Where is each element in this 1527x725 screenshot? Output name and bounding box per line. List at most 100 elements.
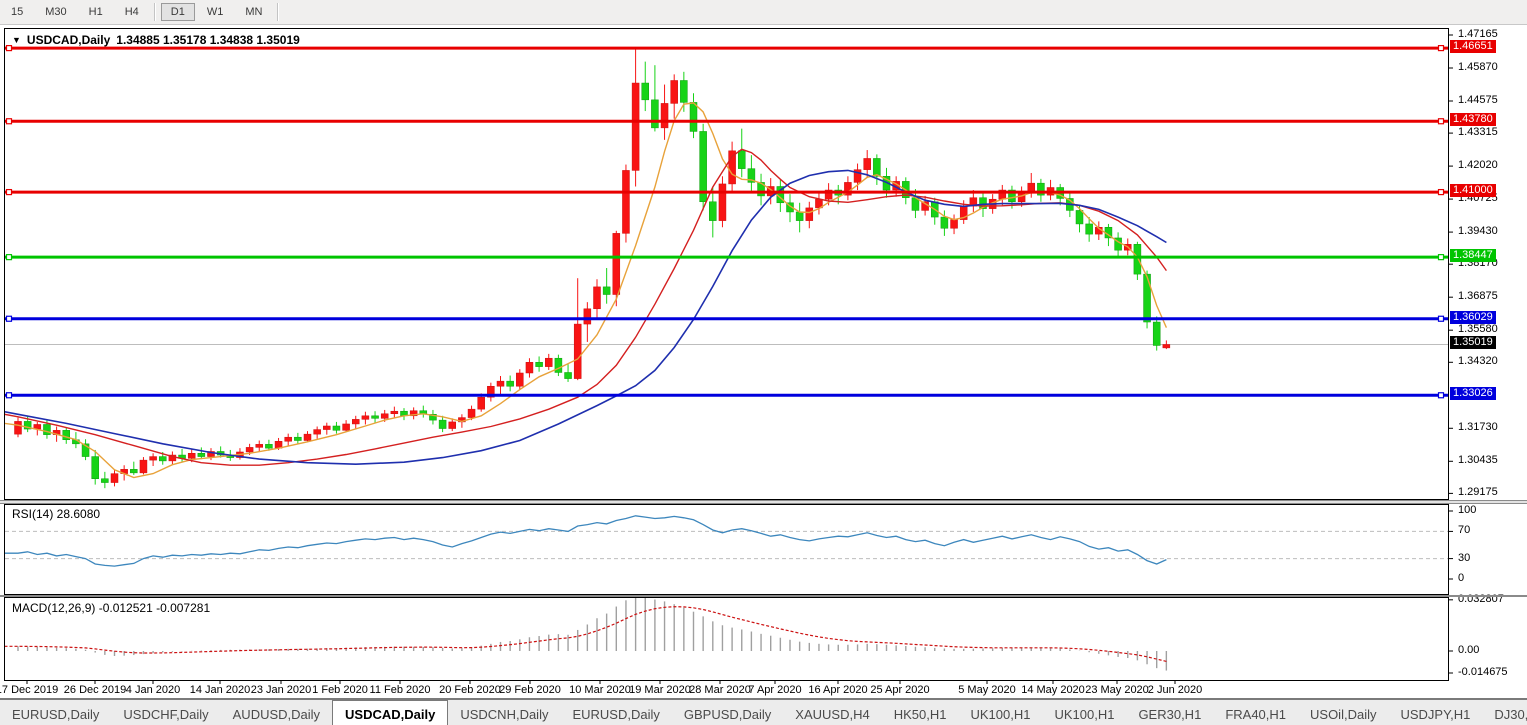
date-label: 20 Feb 2020 <box>439 684 501 696</box>
price-tick-label: 1.42020 <box>1458 159 1498 172</box>
price-tick-label: 1.30435 <box>1458 454 1498 467</box>
date-label: 23 May 2020 <box>1085 684 1149 696</box>
symbol-tabbar: EURUSD,Daily USDCHF,Daily AUDUSD,Daily USDC… <box>0 699 1527 725</box>
chart-symbol-label: USDCAD,Daily <box>26 33 111 47</box>
chart-ohlc-values: 1.34885 1.35178 1.34838 1.35019 <box>116 33 300 47</box>
hline-1.43780[interactable] <box>5 118 1448 125</box>
rsi-tick-label: 70 <box>1458 524 1471 537</box>
tab-usdchf-daily[interactable]: USDCHF,Daily <box>123 706 209 722</box>
timeframe-button-d1[interactable]: D1 <box>160 3 195 21</box>
price-tick-label: 1.29175 <box>1458 486 1498 499</box>
hline-handle[interactable] <box>5 118 13 125</box>
pane-splitter[interactable] <box>0 499 1527 504</box>
price-tick-label: 1.31730 <box>1458 421 1498 434</box>
hline-handle[interactable] <box>1437 118 1445 125</box>
hline-price-badge: 1.36029 <box>1450 310 1496 324</box>
hline-price-badge: 1.33026 <box>1450 387 1496 401</box>
price-tick-label: 1.34320 <box>1458 355 1498 368</box>
date-label: 10 Mar 2020 <box>569 684 631 696</box>
timeframe-toolbar: 15 M30 H1 H4 D1 W1 MN <box>0 0 1527 25</box>
date-label: 17 Dec 2019 <box>0 684 59 696</box>
hline-1.46651[interactable] <box>5 44 1448 52</box>
pane-splitter[interactable] <box>0 594 1527 597</box>
tab-eurusd-daily[interactable]: EURUSD,Daily <box>12 706 100 722</box>
tab-dj30-h1[interactable]: DJ30,H1 <box>1494 706 1527 722</box>
macd-histogram <box>17 598 1168 671</box>
rsi-tick-label: 30 <box>1458 551 1471 564</box>
tab-fra40-h1[interactable]: FRA40,H1 <box>1225 706 1287 722</box>
hline-handle[interactable] <box>1437 44 1445 52</box>
hline-price-badge: 1.41000 <box>1450 184 1496 198</box>
timeframe-button-m30[interactable]: M30 <box>45 6 67 18</box>
timeframe-button-mn[interactable]: MN <box>245 6 263 18</box>
chart-dropdown-icon[interactable]: ▼ <box>12 35 21 45</box>
rsi-label: RSI(14) 28.6080 <box>12 507 101 521</box>
hline-handle[interactable] <box>1437 254 1445 261</box>
hline-handle[interactable] <box>1437 392 1445 399</box>
toolbar-separator <box>153 3 156 21</box>
chart-title: ▼ USDCAD,Daily 1.34885 1.35178 1.34838 1… <box>12 33 300 47</box>
tab-ger30-h1[interactable]: GER30,H1 <box>1138 706 1202 722</box>
date-label: 16 Apr 2020 <box>808 684 868 696</box>
hline-1.36029[interactable] <box>5 315 1448 322</box>
timeframe-button-w1[interactable]: W1 <box>206 6 224 18</box>
date-label: 4 Jan 2020 <box>125 684 181 696</box>
rsi-tick-label: 100 <box>1458 504 1477 516</box>
candles-layer <box>14 47 1171 489</box>
hline-handle[interactable] <box>1437 188 1445 196</box>
chart-plot-area[interactable] <box>0 25 1527 724</box>
ma-fast-line <box>5 102 1168 479</box>
date-label: 11 Feb 2020 <box>369 684 431 696</box>
macd-tick-label: 0.00 <box>1458 644 1480 656</box>
tab-eurusd-daily[interactable]: EURUSD,Daily <box>572 706 660 722</box>
hline-handle[interactable] <box>5 188 13 196</box>
main-chart-pane[interactable] <box>5 44 1449 489</box>
date-label: 23 Jan 2020 <box>250 684 312 696</box>
ma-slow-line <box>5 169 1167 466</box>
hline-1.41000[interactable] <box>5 188 1448 196</box>
tab-gbpusd-daily[interactable]: GBPUSD,Daily <box>683 706 772 722</box>
chart-window[interactable]: ▼ USDCAD,Daily 1.34885 1.35178 1.34838 1… <box>0 25 1527 699</box>
timeframe-button-h1[interactable]: H1 <box>88 6 103 18</box>
hline-handle[interactable] <box>5 315 13 322</box>
macd-pane-frame <box>4 597 1449 681</box>
date-label: 26 Dec 2019 <box>63 684 127 696</box>
price-tick-label: 1.36875 <box>1458 290 1498 303</box>
rsi-tick-label: 0 <box>1458 572 1465 584</box>
date-label: 25 Apr 2020 <box>870 684 930 696</box>
hline-handle[interactable] <box>5 44 13 52</box>
hline-price-badge: 1.43780 <box>1450 113 1496 127</box>
tab-hk50-h1[interactable]: HK50,H1 <box>893 706 947 722</box>
timeframe-button-h4[interactable]: H4 <box>124 6 139 18</box>
toolbar-separator <box>277 3 280 21</box>
hline-price-badge: 1.46651 <box>1450 40 1496 54</box>
ma-mid-line <box>5 148 1167 466</box>
tab-uk100-h1[interactable]: UK100,H1 <box>970 706 1031 722</box>
price-tick-label: 1.45870 <box>1458 60 1498 73</box>
rsi-pane-frame <box>4 504 1449 595</box>
tab-uk100-h1[interactable]: UK100,H1 <box>1054 706 1115 722</box>
tab-usdcnh-daily[interactable]: USDCNH,Daily <box>460 706 549 722</box>
price-tick-label: 1.35580 <box>1458 323 1498 336</box>
main-pane-frame <box>4 28 1449 500</box>
rsi-pane[interactable] <box>5 515 1449 567</box>
tab-usdcad-daily[interactable]: USDCAD,Daily <box>332 700 449 725</box>
tab-audusd-daily[interactable]: AUDUSD,Daily <box>232 706 321 722</box>
tab-usdjpy-h1[interactable]: USDJPY,H1 <box>1400 706 1471 722</box>
tab-usoil-daily[interactable]: USOil,Daily <box>1310 706 1377 722</box>
macd-tick-label: -0.014675 <box>1458 666 1508 678</box>
price-tick-label: 1.39430 <box>1458 225 1498 238</box>
date-label: 28 Mar 2020 <box>689 684 751 696</box>
current-price-badge: 1.35019 <box>1450 336 1496 350</box>
hline-handle[interactable] <box>1437 315 1445 322</box>
hline-handle[interactable] <box>5 254 13 261</box>
tab-xauusd-h4[interactable]: XAUUSD,H4 <box>795 706 870 722</box>
macd-label: MACD(12,26,9) -0.012521 -0.007281 <box>12 601 211 615</box>
hline-handle[interactable] <box>5 392 13 399</box>
timeframe-button-15[interactable]: 15 <box>11 6 24 18</box>
macd-pane[interactable] <box>5 597 1168 671</box>
date-label: 19 Mar 2020 <box>629 684 691 696</box>
hline-1.38447[interactable] <box>5 254 1448 261</box>
hline-1.33026[interactable] <box>5 392 1448 399</box>
